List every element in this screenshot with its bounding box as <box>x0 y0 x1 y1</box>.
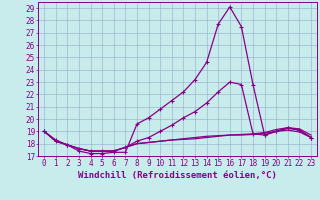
X-axis label: Windchill (Refroidissement éolien,°C): Windchill (Refroidissement éolien,°C) <box>78 171 277 180</box>
